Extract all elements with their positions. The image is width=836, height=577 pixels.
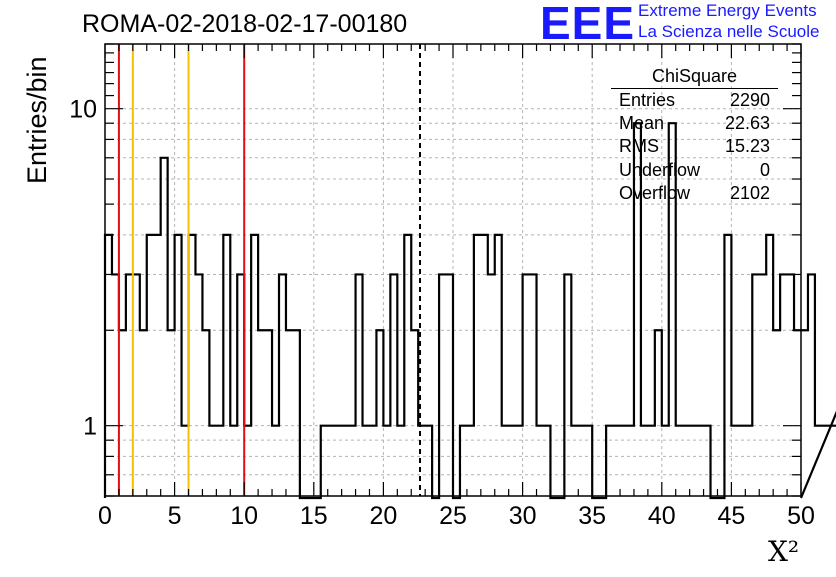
x-tick-label: 5 bbox=[168, 502, 182, 530]
histogram-bin bbox=[286, 330, 293, 496]
histogram-bin bbox=[648, 426, 655, 496]
histogram-bin bbox=[342, 426, 349, 496]
x-tick-label: 40 bbox=[648, 502, 676, 530]
histogram-bin bbox=[801, 330, 808, 496]
histogram-bin bbox=[369, 426, 376, 496]
stats-value: 22.63 bbox=[725, 112, 770, 135]
histogram-bin bbox=[613, 426, 620, 496]
histogram-bin bbox=[676, 426, 683, 496]
stats-key: Underflow bbox=[619, 159, 700, 182]
histogram-bin bbox=[349, 426, 356, 496]
x-tick-label: 45 bbox=[717, 502, 745, 530]
stats-value: 2290 bbox=[730, 89, 770, 112]
histogram-bin bbox=[328, 426, 335, 496]
stats-row-underflow: Underflow 0 bbox=[611, 159, 778, 182]
histogram-bin bbox=[641, 426, 648, 496]
histogram-bin bbox=[502, 426, 509, 496]
stats-row-entries: Entries 2290 bbox=[611, 89, 778, 112]
histogram-bin bbox=[683, 426, 690, 496]
histogram-bin bbox=[697, 426, 704, 496]
histogram-bin bbox=[209, 426, 216, 496]
y-tick-label: 1 bbox=[83, 413, 97, 441]
stats-key: RMS bbox=[619, 135, 659, 158]
x-tick-label: 50 bbox=[787, 502, 815, 530]
histogram-bin bbox=[627, 426, 634, 496]
histogram-bin bbox=[537, 426, 544, 496]
stats-value: 15.23 bbox=[725, 135, 770, 158]
x-tick-label: 15 bbox=[300, 502, 328, 530]
histogram-bin bbox=[509, 426, 516, 496]
histogram-bin bbox=[119, 330, 126, 496]
histogram-bin bbox=[794, 330, 801, 496]
logo-caption-line2: La Scienza nelle Scuole bbox=[638, 22, 819, 42]
stats-value: 0 bbox=[760, 159, 770, 182]
histogram-bin bbox=[230, 426, 237, 496]
histogram-bin bbox=[738, 426, 745, 496]
eee-logo: EEE Extreme Energy Events La Scienza nel… bbox=[540, 0, 836, 48]
histogram-bin bbox=[571, 426, 578, 496]
histogram-bin bbox=[662, 426, 669, 496]
histogram-bin bbox=[578, 426, 585, 496]
stats-row-overflow: Overflow 2102 bbox=[611, 182, 778, 205]
histogram-bin bbox=[363, 426, 370, 496]
stats-key: Entries bbox=[619, 89, 675, 112]
x-tick-label: 30 bbox=[509, 502, 537, 530]
histogram-bin bbox=[258, 330, 265, 496]
x-tick-label: 10 bbox=[230, 502, 258, 530]
stats-key: Overflow bbox=[619, 182, 690, 205]
stats-row-mean: Mean 22.63 bbox=[611, 112, 778, 135]
x-tick-label: 20 bbox=[369, 502, 397, 530]
histogram-bin bbox=[759, 274, 766, 496]
histogram-bin bbox=[154, 235, 161, 496]
x-tick-label: 0 bbox=[98, 502, 112, 530]
histogram-bin bbox=[168, 330, 175, 496]
chart-title: ROMA-02-2018-02-17-00180 bbox=[82, 10, 407, 39]
stats-box: ChiSquare Entries 2290 Mean 22.63 RMS 15… bbox=[611, 64, 778, 205]
stats-value: 2102 bbox=[730, 182, 770, 205]
x-tick-label: 35 bbox=[578, 502, 606, 530]
histogram-bin bbox=[745, 426, 752, 496]
histogram-bin bbox=[182, 426, 189, 496]
x-axis-label: X² bbox=[768, 535, 799, 568]
x-tick-label: 25 bbox=[439, 502, 467, 530]
stats-row-rms: RMS 15.23 bbox=[611, 135, 778, 158]
histogram-bin bbox=[272, 426, 279, 496]
stats-key: Mean bbox=[619, 112, 664, 135]
histogram-bin bbox=[488, 274, 495, 496]
histogram-bin bbox=[829, 426, 836, 496]
histogram-bin bbox=[383, 426, 390, 496]
histogram-bin bbox=[731, 426, 738, 496]
histogram-bin bbox=[140, 330, 147, 496]
histogram-bin bbox=[516, 426, 523, 496]
histogram-bin bbox=[397, 426, 404, 496]
histogram-bin bbox=[216, 426, 223, 496]
histogram-bin bbox=[620, 426, 627, 496]
stats-box-title: ChiSquare bbox=[611, 64, 778, 89]
histogram-bin bbox=[467, 426, 474, 496]
histogram-bin bbox=[244, 426, 251, 496]
histogram-bin bbox=[690, 426, 697, 496]
eee-logo-mark: EEE bbox=[540, 0, 635, 48]
y-axis-label: Entries/bin bbox=[22, 44, 54, 184]
logo-caption-line1: Extreme Energy Events bbox=[638, 1, 817, 21]
histogram-bin bbox=[773, 330, 780, 496]
histogram-bin bbox=[335, 426, 342, 496]
y-tick-label: 10 bbox=[69, 96, 97, 124]
